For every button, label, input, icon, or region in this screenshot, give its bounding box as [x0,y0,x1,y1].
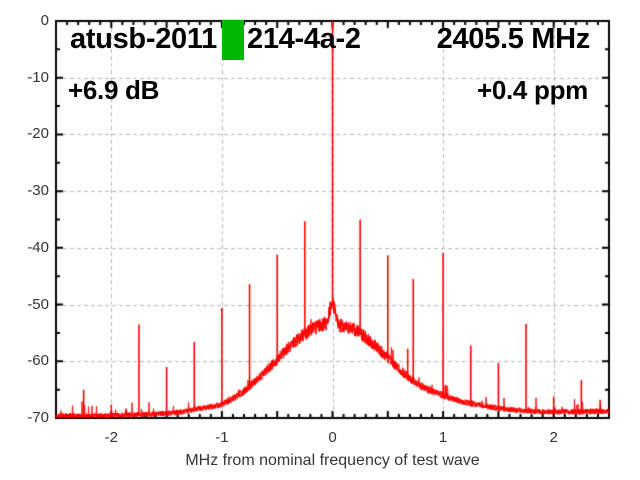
x-tick-label: -1 [215,429,229,446]
y-tick-label: -40 [27,238,49,256]
y-tick-label: -70 [27,409,49,426]
x-tick-label: 1 [438,429,448,446]
y-tick-label: -10 [27,68,49,86]
y-tick-label: -30 [27,182,49,200]
y-tick-label: -50 [27,295,49,313]
redaction-box [222,20,244,60]
x-tick-label: -2 [104,429,118,446]
gain-readout: +6.9 dB [68,75,160,105]
y-tick-label: 0 [40,12,49,29]
x-tick-label: 0 [328,429,337,446]
x-axis-title: MHz from nominal frequency of test wave [185,452,480,469]
ppm-offset-readout: +0.4 ppm [476,75,588,105]
y-tick-label: -20 [27,125,49,143]
x-tick-label: 2 [549,429,558,446]
test-frequency-label: 2405.5 MHz [436,23,591,55]
device-id-suffix: 214-4a-2 [247,23,361,55]
device-id-prefix: atusb-2011 [70,23,217,55]
y-tick-label: -60 [27,352,49,370]
